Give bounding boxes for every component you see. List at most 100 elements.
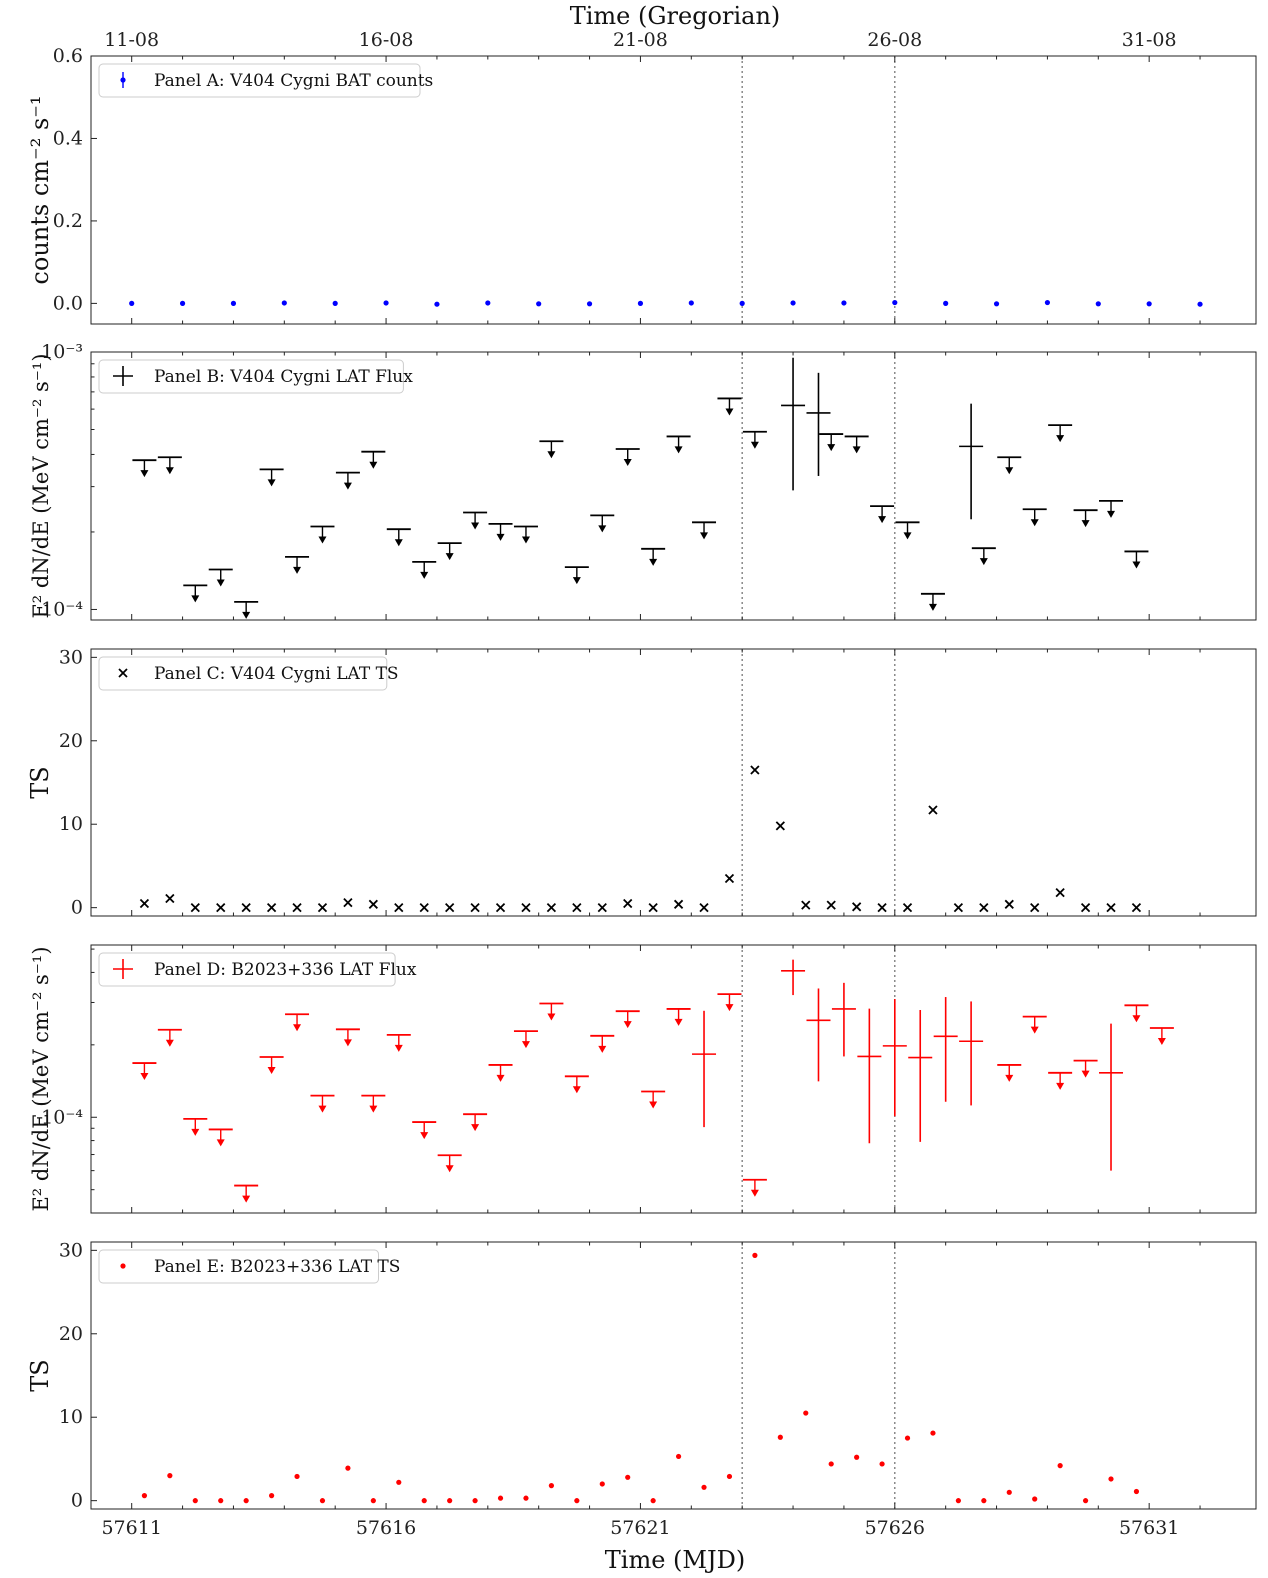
data-point <box>675 1453 682 1460</box>
y-axis-label: E² dN/dE (MeV cm⁻² s⁻¹) <box>29 946 53 1211</box>
upper-limit-arrowhead <box>547 451 556 459</box>
data-point <box>536 301 542 307</box>
data-point <box>841 300 847 306</box>
upper-limit-arrowhead <box>1081 1070 1090 1078</box>
y-tick-label: 30 <box>59 646 83 668</box>
upper-limit-arrowhead <box>674 446 683 454</box>
data-point <box>688 300 694 306</box>
detection-errorbar <box>831 982 856 1057</box>
data-point <box>1133 1488 1140 1495</box>
x-stroke <box>877 903 887 913</box>
upper-limit-marker <box>641 1090 666 1109</box>
upper-limit-marker <box>183 584 208 603</box>
legend-label: Panel E: B2023+336 LAT TS <box>154 1257 400 1277</box>
y-tick-label: 0.2 <box>53 210 83 232</box>
top-tick-label: 21-08 <box>613 29 668 51</box>
detection-errorbar <box>781 959 806 996</box>
data-point <box>192 1498 198 1504</box>
upper-limit-arrowhead <box>598 1045 607 1053</box>
upper-limit-marker <box>386 528 411 547</box>
legend-box <box>98 63 421 98</box>
upper-limit-marker <box>1149 1027 1174 1045</box>
upper-limit-marker <box>335 471 360 490</box>
x-stroke <box>394 903 404 913</box>
x-stroke <box>775 821 785 831</box>
upper-limit-arrowhead <box>1132 561 1141 569</box>
x-stroke <box>139 898 150 909</box>
detection-errorbar <box>857 1008 882 1144</box>
data-point <box>777 1434 783 1440</box>
upper-limit-arrowhead <box>623 458 632 466</box>
y-tick-label: 10⁻³ <box>41 341 83 363</box>
data-point <box>637 300 644 306</box>
upper-limit-marker <box>844 435 869 454</box>
upper-limit-marker <box>285 1013 310 1032</box>
upper-limit-arrowhead <box>1056 435 1065 443</box>
upper-limit-marker <box>717 397 742 416</box>
upper-limit-marker <box>895 521 920 540</box>
upper-limit-arrowhead <box>623 1021 632 1029</box>
upper-limit-arrowhead <box>369 461 378 469</box>
upper-limit-arrowhead <box>165 1039 174 1047</box>
upper-limit-marker <box>997 456 1022 475</box>
upper-limit-marker <box>641 547 666 566</box>
data-point-x <box>1080 903 1091 913</box>
upper-limit-marker <box>412 1121 437 1140</box>
bottom-tick-label: 57626 <box>865 1517 925 1539</box>
upper-limit-arrowhead <box>725 1004 734 1012</box>
data-point <box>434 301 440 307</box>
upper-limit-arrowhead <box>1005 467 1014 475</box>
data-point-x <box>673 899 684 909</box>
detection-errorbar <box>781 357 806 491</box>
upper-limit-marker <box>310 525 335 544</box>
upper-limit-arrowhead <box>394 1044 403 1052</box>
data-point-x <box>139 898 150 909</box>
data-point <box>1044 299 1051 306</box>
data-point-x <box>495 903 506 913</box>
legend-marker <box>120 77 126 83</box>
top-tick-label: 31-08 <box>1122 29 1177 51</box>
top-axis-title: Time (Gregorian) <box>570 2 781 30</box>
y-axis-label: TS <box>26 1359 54 1391</box>
x-stroke <box>317 903 328 913</box>
upper-limit-arrowhead <box>394 539 403 547</box>
upper-limit-arrowhead <box>140 1073 149 1081</box>
data-point-x <box>852 902 862 912</box>
upper-limit-marker <box>208 568 233 587</box>
data-point <box>281 300 287 306</box>
data-point <box>943 300 949 306</box>
upper-limit-arrowhead <box>343 1039 352 1047</box>
upper-limit-marker <box>513 1030 538 1049</box>
detection-errorbar <box>959 1001 984 1106</box>
upper-limit-marker <box>1048 424 1073 443</box>
data-point <box>726 1473 733 1480</box>
x-stroke <box>852 902 862 912</box>
legend-label: Panel A: V404 Cygni BAT counts <box>154 71 433 91</box>
data-point <box>396 1479 402 1485</box>
data-point <box>803 1410 809 1416</box>
x-stroke <box>724 873 735 884</box>
data-point <box>752 1252 758 1258</box>
upper-limit-arrowhead <box>216 579 225 587</box>
upper-limit-arrowhead <box>191 1128 200 1136</box>
data-point <box>1108 1476 1114 1482</box>
x-stroke <box>750 765 760 775</box>
upper-limit-arrowhead <box>572 577 581 585</box>
x-stroke <box>470 903 480 913</box>
data-point <box>447 1498 453 1504</box>
data-point <box>294 1473 300 1480</box>
upper-limit-marker <box>183 1117 208 1136</box>
upper-limit-marker <box>564 1075 589 1094</box>
panels: 0.0 0.2 0.4 0.6 counts cm⁻² s⁻¹ Panel A: V404… <box>26 45 1257 1512</box>
y-tick-label: 20 <box>59 1323 83 1345</box>
panel-frame <box>90 351 1257 621</box>
data-point <box>1057 1463 1063 1469</box>
data-point <box>548 1483 555 1489</box>
upper-limit-arrowhead <box>979 558 988 566</box>
data-point-x <box>1004 899 1014 909</box>
upper-limit-marker <box>564 566 589 585</box>
upper-limit-marker <box>310 1094 335 1113</box>
data-point <box>625 1474 631 1480</box>
detection-errorbar <box>692 1010 717 1128</box>
data-point <box>421 1498 427 1504</box>
